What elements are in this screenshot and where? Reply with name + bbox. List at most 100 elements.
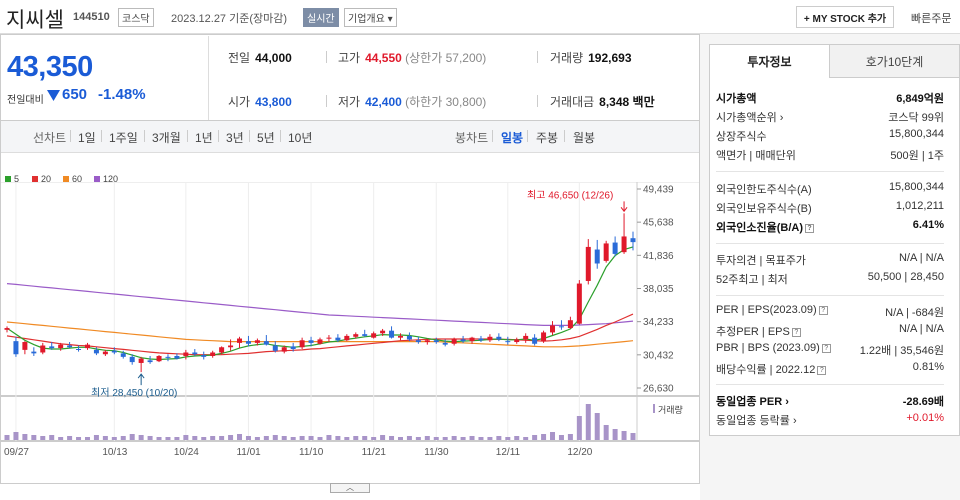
help-icon[interactable]: ? [805,224,814,233]
divider [492,130,493,142]
xtick-label: 12/20 [567,447,592,458]
candle-body [496,336,502,340]
help-icon[interactable]: ? [818,306,828,315]
candle-body [505,341,511,343]
series-ma120 [6,283,634,326]
down-triangle-icon [47,88,60,104]
candle-body [49,346,55,349]
row-industry-change[interactable]: 동일업종 등락률 › +0.01% [716,412,944,427]
candle-body [192,352,198,355]
quick-order-link[interactable]: 빠른주문 [911,13,952,25]
candle-body [442,342,448,345]
candle-body [272,345,278,351]
row-foreign-ratio: 외국인소진율(B/A)? 6.41% [716,219,944,234]
divider [70,130,71,142]
volume-bar [380,435,386,440]
candle-body [335,337,341,341]
candle-body [201,355,207,357]
volume-bar [192,436,198,440]
tab-10year[interactable]: 10년 [288,131,313,145]
row-foreign-holding: 외국인보유주식수(B) 1,012,211 [716,200,944,215]
candle-body [237,338,243,343]
tab-1week[interactable]: 1주일 [109,131,138,145]
volume-bar [344,437,350,440]
xtick-label: 10/13 [102,447,127,458]
tab-monthly[interactable]: 월봉 [573,131,596,145]
candle-body [541,332,547,342]
candle-body [630,238,636,243]
volume-bar [541,434,547,440]
candle-body [263,341,269,345]
divider [564,130,565,142]
price-chart[interactable]: 49,439 45,638 41,836 38,035 34,233 30,432 26,6… [1,182,699,462]
volume-bar [58,437,64,440]
volume-bar [84,437,90,440]
row-industry-per[interactable]: 동일업종 PER › -28.69배 [716,396,944,408]
series-ma20 [6,313,634,356]
volume-bar [326,435,332,440]
volume-bar [40,436,46,440]
change-label: 전일대비 [7,95,44,106]
ytick-label: 30,432 [643,350,674,361]
volume-bar [263,436,269,440]
volume-bar [290,437,296,440]
candle-body [174,355,180,359]
candle-body [76,349,82,351]
company-overview-dropdown[interactable]: 기업개요 ▾ [344,8,397,27]
low-annotation: 최저 28,450 (10/20) [91,387,177,399]
tab-5year[interactable]: 5년 [257,131,275,145]
candle-body [290,346,296,350]
candle-body [138,358,144,363]
realtime-button[interactable]: 실시간 [303,8,339,27]
tab-orderbook[interactable]: 호가10단계 [830,45,959,78]
help-icon[interactable]: ? [821,344,831,353]
candle-body [389,330,395,338]
candle-body [469,337,475,342]
tab-weekly[interactable]: 주봉 [536,131,559,145]
xtick-label: 09/27 [4,447,29,458]
volume-bar [460,437,466,440]
candle-body [299,340,305,348]
stock-name: 지씨셀 [6,9,64,32]
volume-bar [4,435,10,440]
tab-3month[interactable]: 3개월 [152,131,181,145]
ytick-label: 34,233 [643,317,674,328]
line-chart-label: 선차트 [33,131,67,145]
volume-bar [49,435,55,440]
volume-bar [585,404,591,440]
add-mystock-button[interactable]: + MY STOCK 추가 [796,6,894,28]
row-pbr: PBR | BPS (2023.09)? 1.22배 | 35,546원 [716,342,944,357]
tab-1year[interactable]: 1년 [195,131,213,145]
tab-3year[interactable]: 3년 [226,131,244,145]
volume-bar [201,437,207,440]
candle-body [550,325,556,333]
volume-bar [272,435,278,440]
help-icon[interactable]: ? [791,328,801,337]
stat-open: 시가 43,800 [228,95,292,109]
volume-bar [371,437,377,440]
tab-1day[interactable]: 1일 [78,131,96,145]
high-annotation: 최고 46,650 (12/26) [527,189,613,201]
tab-daily[interactable]: 일봉 [501,131,524,145]
volume-bar [523,437,529,440]
volume-bar [156,437,162,440]
row-market-cap-rank[interactable]: 시가총액순위 › 코스닥 99위 [716,112,944,124]
candle-body [603,243,609,261]
legend-ma120: 120 [94,174,118,184]
candle-body [567,320,573,329]
tab-invest-info[interactable]: 투자정보 [710,45,830,78]
divider [716,171,944,172]
help-icon[interactable]: ? [817,366,827,375]
stat-prev-close: 전일 44,000 [228,51,292,65]
volume-bar [424,436,430,440]
candle-body [353,334,359,337]
volume-bar [469,436,475,440]
divider [527,130,528,142]
volume-bar [183,435,189,440]
volume-bar [496,436,502,440]
candle-body [397,335,403,338]
candle-body [22,342,28,350]
volume-bar [245,436,251,440]
candle-body [460,339,466,342]
chart-resize-handle[interactable]: ︿ [330,483,370,493]
